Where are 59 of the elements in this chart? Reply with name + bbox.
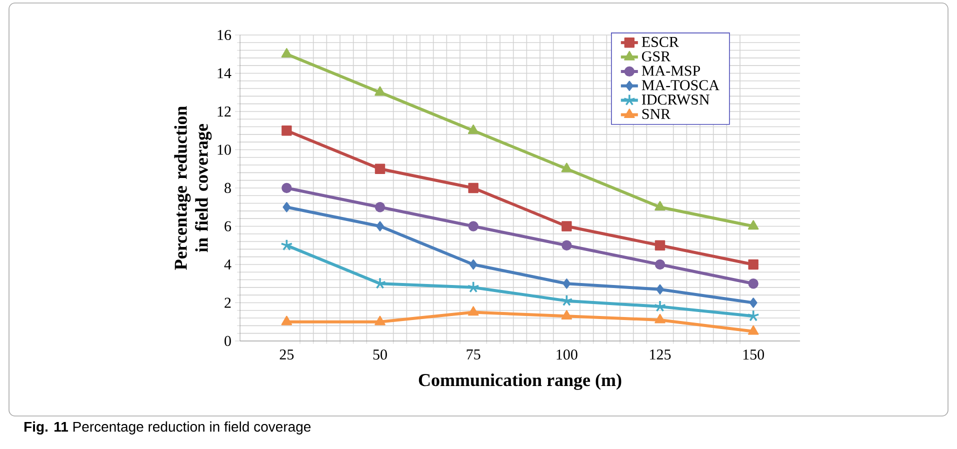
x-tick-label: 100	[556, 350, 578, 360]
point	[374, 202, 386, 212]
point	[468, 221, 478, 232]
point	[282, 202, 291, 212]
point	[561, 162, 572, 172]
y-tick-label: 14	[218, 68, 232, 78]
point	[656, 284, 664, 294]
legend-label: MA-TOSCA	[642, 80, 720, 90]
point	[748, 259, 758, 270]
y-tick-label: 8	[224, 182, 231, 194]
legend-label: GSR	[642, 51, 671, 62]
point	[468, 306, 479, 316]
x-tick-label: 75	[466, 350, 480, 360]
point	[747, 310, 760, 322]
point	[282, 126, 292, 136]
point	[376, 221, 384, 232]
point	[468, 182, 478, 194]
point	[374, 164, 386, 174]
point	[748, 220, 759, 230]
point	[748, 325, 759, 335]
point	[654, 201, 666, 210]
y-tick-label: 10	[218, 144, 231, 155]
y-tick-label: 6	[224, 221, 232, 232]
y-tick-label: 0	[224, 336, 231, 346]
point	[281, 316, 292, 326]
legend-label: MA-MSP	[642, 66, 700, 76]
x-tick-label: 150	[743, 350, 764, 360]
point	[562, 221, 572, 232]
point	[467, 281, 480, 293]
point	[562, 240, 572, 250]
point	[654, 259, 666, 270]
point	[561, 310, 572, 320]
point	[374, 86, 386, 96]
point	[282, 182, 292, 194]
y-axis-title: Percentage reduction in field coverage	[174, 106, 212, 270]
point	[654, 240, 666, 250]
point	[654, 300, 666, 312]
point	[280, 238, 293, 251]
x-axis-title: Communication range (m)	[418, 373, 622, 390]
x-tick-label: 50	[373, 350, 387, 360]
text: Fig. 11 Percentage reduction in field coverage	[24, 421, 311, 435]
point	[281, 48, 292, 58]
y-tick-label: 2	[224, 298, 231, 308]
x-tick-label: 25	[280, 350, 294, 360]
point	[562, 278, 571, 289]
point	[374, 316, 386, 326]
legend-label: ESCR	[642, 36, 679, 47]
point	[560, 294, 573, 306]
y-tick-label: 4	[224, 260, 232, 270]
point	[654, 314, 666, 324]
x-tick-label: 125	[650, 350, 671, 360]
point	[468, 124, 479, 134]
point	[469, 259, 478, 270]
point	[748, 278, 758, 289]
y-tick-label: 12	[218, 106, 231, 116]
legend-label: SNR	[642, 108, 671, 120]
legend-label: IDCRWSN	[642, 94, 710, 105]
point	[749, 298, 758, 308]
y-tick-label: 16	[218, 30, 232, 40]
